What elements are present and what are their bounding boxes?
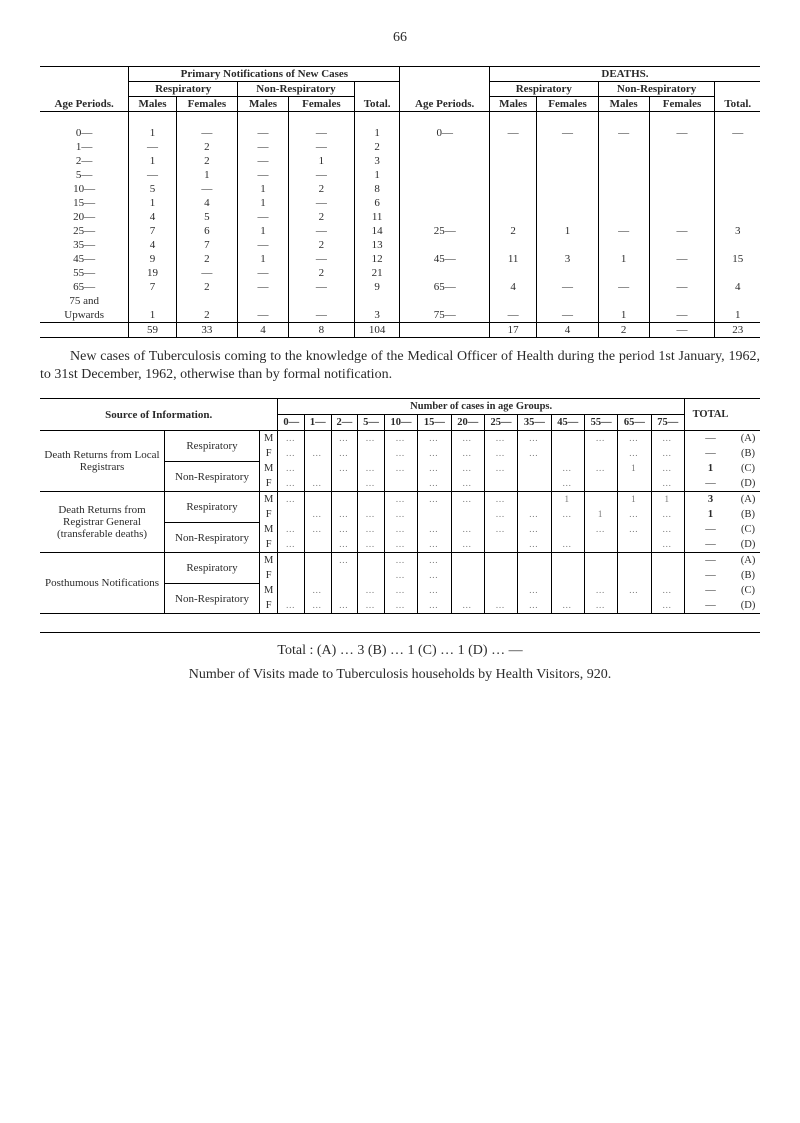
table-row: 1——2——2 bbox=[40, 140, 760, 154]
age-periods-header: Age Periods. bbox=[40, 67, 129, 112]
intro-paragraph: New cases of Tuberculosis coming to the … bbox=[40, 348, 760, 384]
table-row: 45—921—1245—1131—15 bbox=[40, 252, 760, 266]
table-row: Death Returns from Registrar General (tr… bbox=[40, 492, 760, 508]
table-row: 5——1——1 bbox=[40, 168, 760, 182]
age-periods-header-2: Age Periods. bbox=[400, 67, 489, 112]
table-row: 20—45—211 bbox=[40, 210, 760, 224]
nonresp-header-d: Non-Respiratory bbox=[598, 82, 715, 97]
age-col-header: 55— bbox=[584, 415, 617, 431]
age-col-header: 45— bbox=[551, 415, 584, 431]
table-row: 15—141—6 bbox=[40, 196, 760, 210]
age-col-header: 0— bbox=[278, 415, 305, 431]
resp-header: Respiratory bbox=[129, 82, 238, 97]
deaths-header: DEATHS. bbox=[489, 67, 760, 82]
totals-summary: Total : (A) … 3 (B) … 1 (C) … 1 (D) … — bbox=[40, 632, 760, 659]
age-col-header: 5— bbox=[358, 415, 385, 431]
table-row: 25—761—1425—21——3 bbox=[40, 224, 760, 238]
males-hd: Males bbox=[489, 97, 536, 112]
females-hd: Females bbox=[537, 97, 598, 112]
age-col-header: 2— bbox=[331, 415, 358, 431]
groups-header: Number of cases in age Groups. bbox=[278, 399, 685, 415]
total-header: Total. bbox=[354, 82, 400, 112]
age-col-header: 35— bbox=[518, 415, 551, 431]
primary-notifications-header: Primary Notifications of New Cases bbox=[129, 67, 400, 82]
table-row: 75 and bbox=[40, 294, 760, 308]
total-col-header: TOTAL bbox=[684, 399, 736, 431]
table-row: 10—5—128 bbox=[40, 182, 760, 196]
notifications-deaths-table: Age Periods. Primary Notifications of Ne… bbox=[40, 66, 760, 338]
age-col-header: 15— bbox=[418, 415, 451, 431]
table-row: 0—1———10—————— bbox=[40, 126, 760, 140]
age-col-header: 1— bbox=[305, 415, 332, 431]
table-row: Posthumous NotificationsRespiratoryM………—… bbox=[40, 553, 760, 569]
females-h: Females bbox=[176, 97, 237, 112]
table-row: Upwards12——375———1—1 bbox=[40, 308, 760, 323]
females-hd2: Females bbox=[649, 97, 715, 112]
age-col-header: 20— bbox=[451, 415, 484, 431]
resp-header-d: Respiratory bbox=[489, 82, 598, 97]
males-hd2: Males bbox=[598, 97, 649, 112]
table-row: 65—72——965—4———4 bbox=[40, 280, 760, 294]
table-row: 2—12—13 bbox=[40, 154, 760, 168]
age-col-header: 10— bbox=[384, 415, 417, 431]
age-col-header: 25— bbox=[484, 415, 517, 431]
blank-col bbox=[736, 399, 760, 431]
table-row: 35—47—213 bbox=[40, 238, 760, 252]
males-h2: Males bbox=[238, 97, 289, 112]
age-groups-table: Source of Information. Number of cases i… bbox=[40, 398, 760, 614]
table-row: Death Returns from Local RegistrarsRespi… bbox=[40, 431, 760, 447]
source-header: Source of Information. bbox=[40, 399, 278, 431]
total-header-d: Total. bbox=[715, 82, 760, 112]
age-col-header: 65— bbox=[618, 415, 651, 431]
females-h2: Females bbox=[288, 97, 354, 112]
table-row: 55—19——221 bbox=[40, 266, 760, 280]
page-number: 66 bbox=[40, 30, 760, 46]
visits-summary: Number of Visits made to Tuberculosis ho… bbox=[40, 667, 760, 683]
males-h: Males bbox=[129, 97, 176, 112]
age-col-header: 75— bbox=[651, 415, 684, 431]
nonresp-header: Non-Respiratory bbox=[238, 82, 355, 97]
